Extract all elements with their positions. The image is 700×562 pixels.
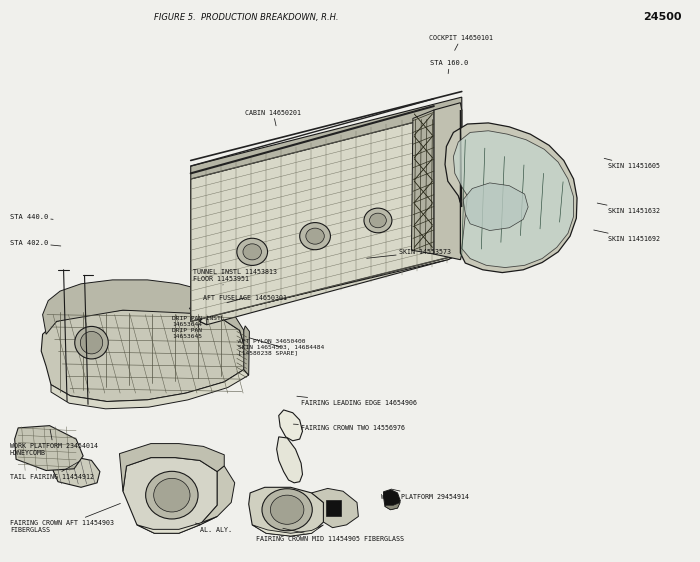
Polygon shape (463, 183, 528, 230)
Text: FAIRING CROWN MID 11454905 FIBERGLASS: FAIRING CROWN MID 11454905 FIBERGLASS (256, 528, 404, 542)
Polygon shape (199, 466, 234, 525)
Ellipse shape (306, 228, 324, 244)
Text: DRIP PAN INSTL
14653644
DRIP PAN
14653645: DRIP PAN INSTL 14653644 DRIP PAN 1465364… (172, 316, 225, 339)
Polygon shape (412, 110, 434, 254)
Text: SKIN 11451632: SKIN 11451632 (597, 203, 661, 214)
Text: FAIRING CROWN TWO 14556976: FAIRING CROWN TWO 14556976 (293, 424, 405, 431)
Text: SKIN 11451692: SKIN 11451692 (594, 230, 661, 242)
Polygon shape (196, 121, 463, 325)
Polygon shape (445, 110, 577, 273)
Ellipse shape (370, 213, 386, 228)
Text: FAIRING LEADING EDGE 14654906: FAIRING LEADING EDGE 14654906 (297, 396, 417, 406)
Text: FAIRING CROWN AFT 11454903
FIBERGLASS: FAIRING CROWN AFT 11454903 FIBERGLASS (10, 504, 120, 533)
Polygon shape (123, 457, 217, 533)
Text: AFT FUSELAGE 14650301: AFT FUSELAGE 14650301 (203, 295, 287, 303)
Text: SKIN 11451605: SKIN 11451605 (604, 158, 661, 169)
Text: CABIN 14650201: CABIN 14650201 (245, 110, 301, 126)
Polygon shape (279, 410, 302, 441)
Polygon shape (248, 487, 323, 536)
Ellipse shape (154, 478, 190, 512)
Polygon shape (189, 246, 462, 325)
Polygon shape (15, 425, 83, 470)
Polygon shape (190, 242, 462, 321)
Bar (326, 500, 341, 516)
Polygon shape (41, 310, 245, 401)
Polygon shape (244, 326, 249, 375)
Text: AFT PYLON 34650400
SKIN 14654503, 14684484
[14580238 SPARE]: AFT PYLON 34650400 SKIN 14654503, 146844… (238, 338, 325, 355)
Polygon shape (51, 370, 248, 409)
Text: 24500: 24500 (643, 12, 682, 22)
Ellipse shape (262, 489, 312, 531)
Text: COCKPIT 14650101: COCKPIT 14650101 (429, 35, 493, 51)
Ellipse shape (300, 223, 330, 250)
Text: WORK PLATFORM 23454014
HONEYCOMB: WORK PLATFORM 23454014 HONEYCOMB (10, 429, 98, 456)
Text: STA 402.0: STA 402.0 (10, 240, 61, 246)
Text: AL. ALY.: AL. ALY. (195, 523, 232, 533)
Polygon shape (190, 97, 462, 179)
Text: TAIL FAIRING 11454912: TAIL FAIRING 11454912 (10, 462, 94, 480)
Polygon shape (312, 488, 358, 528)
Text: WORK PLATFORM 29454914: WORK PLATFORM 29454914 (382, 489, 470, 500)
Text: FIGURE 5.  PRODUCTION BREAKDOWN, R.H.: FIGURE 5. PRODUCTION BREAKDOWN, R.H. (155, 13, 339, 22)
Ellipse shape (270, 495, 304, 524)
Text: STA 440.0: STA 440.0 (10, 214, 53, 220)
Ellipse shape (243, 244, 261, 260)
Text: SKIN 14553573: SKIN 14553573 (367, 249, 451, 259)
Polygon shape (384, 490, 400, 510)
Polygon shape (385, 502, 400, 510)
Polygon shape (53, 456, 100, 487)
Text: TUNNEL INSTL 11453813
FLOOR 11453951: TUNNEL INSTL 11453813 FLOOR 11453951 (193, 269, 276, 285)
Polygon shape (190, 110, 462, 321)
Ellipse shape (75, 327, 108, 359)
Ellipse shape (80, 332, 103, 354)
Text: STA 160.0: STA 160.0 (430, 61, 468, 74)
Polygon shape (137, 516, 217, 533)
Ellipse shape (146, 472, 198, 519)
Polygon shape (43, 280, 245, 348)
Ellipse shape (364, 208, 392, 233)
Polygon shape (252, 525, 323, 536)
Polygon shape (120, 443, 224, 491)
Ellipse shape (237, 238, 267, 265)
Polygon shape (454, 131, 573, 268)
Polygon shape (434, 103, 462, 260)
Polygon shape (276, 437, 302, 483)
